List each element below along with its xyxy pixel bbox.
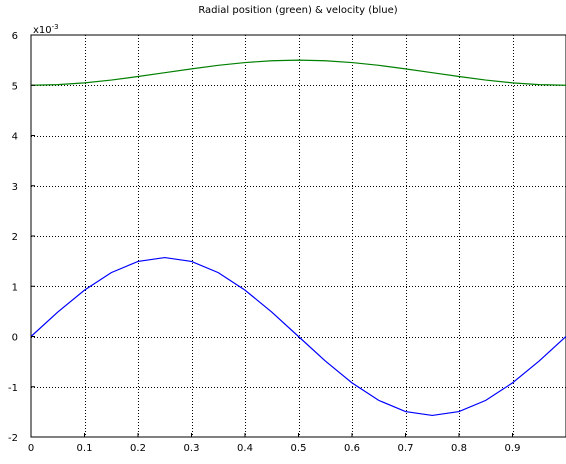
y-tick-label: 1	[12, 282, 18, 293]
y-tick-label: -2	[8, 433, 18, 444]
x-tick-label: 0.7	[398, 443, 414, 454]
series-layer	[30, 59, 566, 417]
x-tick-label: 0.6	[344, 443, 360, 454]
x-tick-label: 0.8	[451, 443, 467, 454]
series-line-1	[30, 59, 566, 86]
axis-layer: 0 0.1 0.2 0.3 0.4 0.5 0.6 0.7 0.8 0.9 -2 -1 0 1 2 3 4 5 6	[8, 31, 520, 454]
series-line-2	[30, 256, 566, 417]
x-tick-label: 0.4	[237, 443, 253, 454]
y-tick-label: 5	[12, 81, 18, 92]
chart-title: Radial position (green) & velocity (blue…	[198, 5, 397, 16]
x-tick-label: 0.9	[505, 443, 521, 454]
y-tick-label: -1	[8, 383, 18, 394]
y-tick-label: 0	[12, 333, 18, 344]
y-scale-base: x10	[33, 25, 52, 36]
grid-layer	[31, 35, 566, 437]
x-tick-label: 0.1	[77, 443, 93, 454]
x-tick-label: 0.3	[184, 443, 200, 454]
y-scale-label: x10-3	[33, 23, 59, 36]
y-tick-label: 6	[12, 31, 18, 42]
x-tick-label: 0.5	[291, 443, 307, 454]
y-tick-label: 4	[12, 132, 18, 143]
y-scale-exp: -3	[52, 23, 59, 31]
y-tick-label: 3	[12, 182, 18, 193]
x-tick-label: 0	[28, 443, 34, 454]
x-tick-label: 0.2	[130, 443, 146, 454]
y-tick-label: 2	[12, 232, 18, 243]
